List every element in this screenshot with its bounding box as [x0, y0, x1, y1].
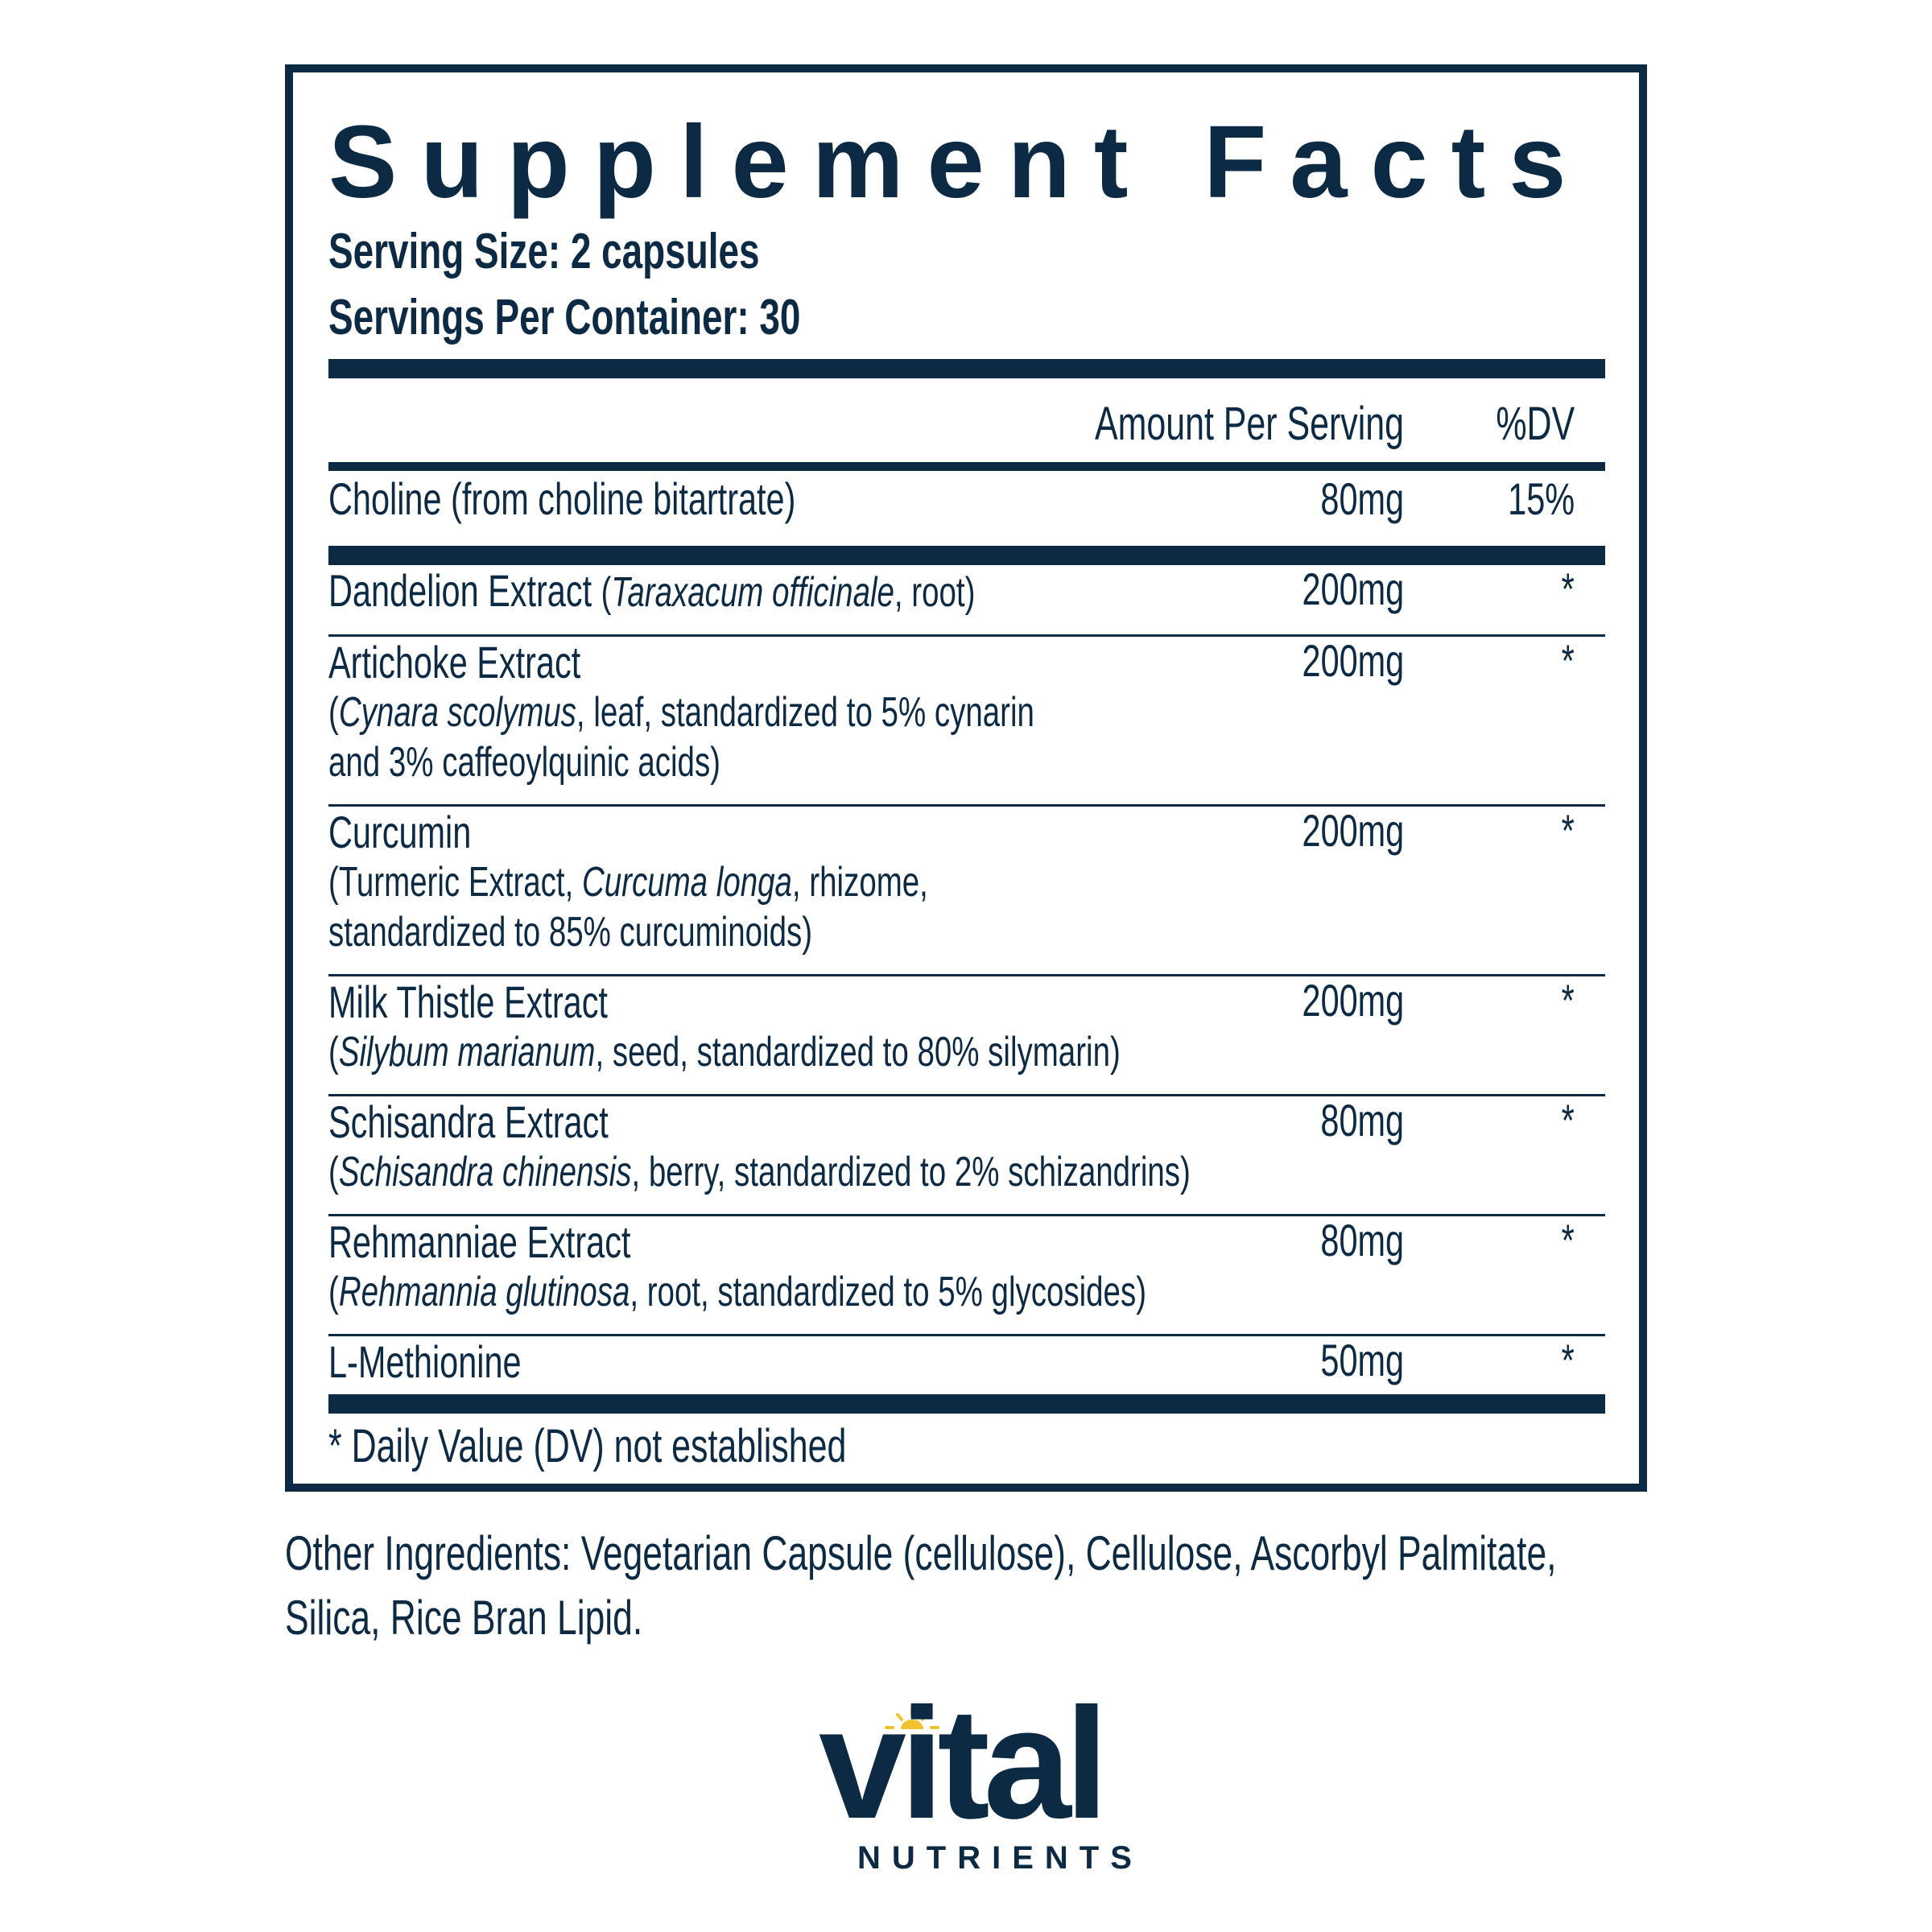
ingredient-amount: 200mg	[1302, 635, 1404, 686]
ingredient-dv: *	[1561, 975, 1575, 1026]
ingredient-row: L-Methionine 50mg *	[328, 1336, 1605, 1404]
other-ingredients-line: Other Ingredients: Vegetarian Capsule (c…	[285, 1526, 1557, 1580]
ingredient-name: Schisandra Extract	[328, 1098, 609, 1146]
other-ingredients: Other Ingredients: Vegetarian Capsule (c…	[285, 1521, 1932, 1650]
thick-divider	[328, 1394, 1605, 1414]
ingredient-dv: *	[1561, 1215, 1575, 1265]
text-segment: Schisandra Extract	[328, 1096, 609, 1147]
ingredient-row: Curcumin (Turmeric Extract, Curcuma longa…	[328, 807, 1605, 976]
text-segment: , rhizome,	[791, 859, 928, 906]
ingredient-description: (Rehmannia glutinosa, root, standardized…	[328, 1266, 1146, 1316]
text-segment: , berry, standardized to 2% schizandrins…	[631, 1149, 1191, 1195]
ingredient-dv: *	[1561, 1335, 1575, 1385]
text-segment: Curcumin	[328, 807, 472, 857]
ingredient-name: Artichoke Extract	[328, 638, 580, 687]
botanical-name: Cynara scolymus	[338, 689, 576, 736]
nutrient-amount: 80mg	[1320, 473, 1404, 524]
botanical-name: Rehmannia glutinosa	[338, 1269, 630, 1315]
ingredient-name: Dandelion Extract (Taraxacum officinale,…	[328, 567, 975, 617]
serving-size: Serving Size: 2 capsules	[328, 227, 911, 277]
ingredient-name: L-Methionine	[328, 1338, 522, 1386]
text-segment: Dandelion Extract	[328, 565, 601, 616]
panel-title: Supplement Facts	[328, 105, 1590, 220]
ingredient-row: Rehmanniae Extract (Rehmannia glutinosa, …	[328, 1216, 1605, 1336]
sun-icon	[885, 1707, 939, 1729]
text-segment: (	[328, 1029, 339, 1075]
ingredient-description: and 3% caffeoylquinic acids)	[328, 737, 720, 786]
text-segment: Artichoke Extract	[328, 637, 581, 687]
footnote: * Daily Value (DV) not established	[328, 1418, 1028, 1475]
nutrient-name: Choline (from choline bitartrate)	[328, 473, 796, 524]
text-segment: standardized to 85% curcuminoids)	[328, 909, 813, 956]
ingredient-name: Rehmanniae Extract	[328, 1218, 630, 1266]
ingredient-amount: 80mg	[1320, 1215, 1404, 1265]
ingredient-description: (Silybum marianum, seed, standardized to…	[328, 1026, 1121, 1076]
text-segment: (	[328, 1149, 339, 1195]
ingredient-row: Schisandra Extract (Schisandra chinensis,…	[328, 1096, 1605, 1216]
serving-size-text: Serving Size: 2 capsules	[328, 224, 760, 279]
main-nutrient-row: Choline (from choline bitartrate) 80mg 1…	[328, 475, 1605, 546]
text-segment: , root, standardized to 5% glycosides)	[630, 1269, 1147, 1315]
other-ingredients-line: Silica, Rice Bran Lipid.	[285, 1591, 643, 1645]
servings-per-container: Servings Per Container: 30	[328, 293, 967, 343]
ingredient-amount: 50mg	[1320, 1335, 1404, 1385]
vital-nutrients-logo: vital NUTRIENTS	[819, 1685, 1132, 1874]
ingredient-dv: *	[1561, 635, 1575, 686]
text-segment: , root)	[894, 569, 976, 616]
ingredient-description: (Cynara scolymus, leaf, standardized to …	[328, 687, 1034, 737]
nutrient-rows: Choline (from choline bitartrate) 80mg 1…	[328, 475, 1605, 1404]
nutrient-dv: 15%	[1508, 473, 1575, 524]
botanical-name: Curcuma longa	[581, 859, 792, 906]
text-segment: (	[328, 1269, 339, 1315]
logo-subword: NUTRIENTS	[857, 1840, 1143, 1876]
ingredient-amount: 80mg	[1320, 1095, 1404, 1146]
amount-header: Amount Per Serving	[1094, 398, 1404, 450]
ingredient-description: (Schisandra chinensis, berry, standardiz…	[328, 1146, 1191, 1196]
text-segment: (	[328, 689, 339, 736]
logo-word: vital	[819, 1675, 1108, 1852]
ingredient-dv: *	[1561, 564, 1575, 614]
thick-divider	[328, 546, 1605, 565]
text-segment: and 3% caffeoylquinic acids)	[328, 739, 721, 786]
ingredient-row: Milk Thistle Extract (Silybum marianum, s…	[328, 976, 1605, 1096]
column-header: Amount Per Serving %DV	[328, 396, 1605, 452]
ingredient-row: Artichoke Extract (Cynara scolymus, leaf,…	[328, 637, 1605, 807]
text-segment: , leaf, standardized to 5% cynarin	[576, 689, 1034, 736]
servings-per-container-text: Servings Per Container: 30	[328, 290, 801, 345]
text-segment: (Turmeric Extract,	[328, 859, 582, 906]
ingredient-description: (Turmeric Extract, Curcuma longa, rhizom…	[328, 857, 928, 906]
ingredient-description: standardized to 85% curcuminoids)	[328, 906, 812, 956]
ingredient-dv: *	[1561, 1095, 1575, 1146]
text-segment: Rehmanniae Extract	[328, 1216, 631, 1267]
text-segment: Milk Thistle Extract	[328, 976, 608, 1027]
ingredient-row: Dandelion Extract (Taraxacum officinale,…	[328, 565, 1605, 637]
ingredient-amount: 200mg	[1302, 805, 1404, 856]
text-segment: L-Methionine	[328, 1336, 522, 1387]
botanical-name: Schisandra chinensis	[338, 1149, 632, 1195]
ingredient-amount: 200mg	[1302, 975, 1404, 1026]
thick-divider	[328, 359, 1605, 378]
medium-divider	[328, 462, 1605, 471]
botanical-name: Silybum marianum	[338, 1029, 596, 1075]
dv-header: %DV	[1496, 398, 1575, 450]
botanical-name: Taraxacum officinale	[611, 569, 894, 616]
ingredient-dv: *	[1561, 805, 1575, 856]
ingredient-name: Milk Thistle Extract	[328, 978, 608, 1026]
text-segment: (	[601, 569, 612, 616]
supplement-facts-panel: Supplement Facts Serving Size: 2 capsule…	[285, 64, 1647, 1492]
ingredient-name: Curcumin	[328, 808, 471, 857]
text-segment: , seed, standardized to 80% silymarin)	[595, 1029, 1121, 1075]
footnote-text: * Daily Value (DV) not established	[328, 1420, 847, 1472]
ingredient-amount: 200mg	[1302, 564, 1404, 614]
